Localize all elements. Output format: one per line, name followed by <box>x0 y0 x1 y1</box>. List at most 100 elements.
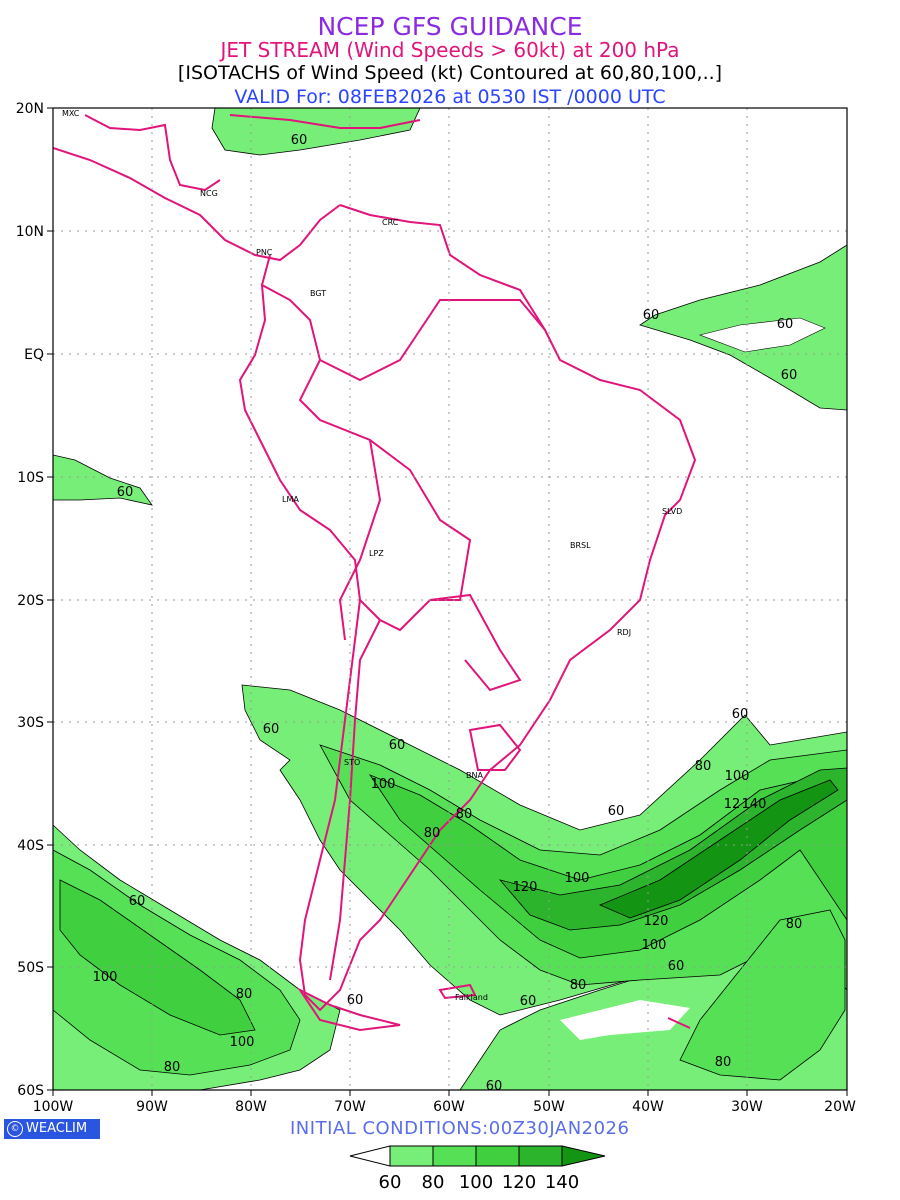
city-label-bgt: BGT <box>310 289 326 298</box>
city-label-lma: LMA <box>282 495 299 504</box>
valid-time: VALID For: 08FEB2026 at 0530 IST /0000 U… <box>234 86 666 108</box>
contour-label: 60 <box>777 317 794 332</box>
lat-label: EQ <box>24 347 44 363</box>
colorbar-label: 60 <box>379 1172 402 1193</box>
lat-label: 10S <box>17 470 44 486</box>
lat-label: 30S <box>17 715 44 731</box>
isotach-80-south-atlantic <box>679 909 846 1081</box>
city-label-ncg: NCG <box>200 189 218 198</box>
isotach-60-caribbean <box>211 108 421 156</box>
map-subtitle: JET STREAM (Wind Speeds > 60kt) at 200 h… <box>220 38 680 62</box>
contour-label: 60 <box>263 722 280 737</box>
city-label-lpz: LPZ <box>369 549 384 558</box>
isotach-60-pacific <box>53 454 153 506</box>
contour-label: 100 <box>642 938 667 953</box>
tierra-del-fuego <box>297 987 401 1032</box>
weaclim-logo: © WEACLIM <box>4 1119 100 1139</box>
city-label-mxc: MXC <box>62 109 80 118</box>
contour-label: 12 <box>724 797 741 812</box>
city-labels: MXC NCG CRC PNC BGT LMA LPZ BRSL SLVD RD… <box>62 109 682 1002</box>
isotach-100-south-pacific <box>59 879 256 1036</box>
lon-label: 70W <box>334 1099 366 1115</box>
lon-label: 40W <box>632 1099 664 1115</box>
contour-label: 120 <box>513 880 538 895</box>
map-frame <box>52 107 848 1091</box>
border-andes <box>261 284 382 641</box>
contour-label: 60 <box>668 959 685 974</box>
contour-label: 60 <box>389 738 406 753</box>
contour-label: 60 <box>732 707 749 722</box>
lon-label: 60W <box>433 1099 465 1115</box>
coast-mexico-gulf <box>84 114 221 192</box>
lat-label: 10N <box>16 224 44 240</box>
border-brazil <box>319 299 546 382</box>
contour-label: 60 <box>608 804 625 819</box>
contour-label: 100 <box>230 1035 255 1050</box>
city-label-sto: STO <box>344 758 360 767</box>
city-label-brsl: BRSL <box>570 541 591 550</box>
contour-label: 60 <box>486 1079 503 1094</box>
contour-labels: 60 60 60 60 60 60 60 60 80 100 12 140 60… <box>93 133 803 1094</box>
lon-label: 100W <box>33 1099 74 1115</box>
border-bolivia <box>359 439 472 632</box>
contour-label: 100 <box>371 777 396 792</box>
contour-label: 80 <box>164 1060 181 1075</box>
colorbar-label: 120 <box>502 1172 536 1193</box>
colorbar <box>349 1145 606 1167</box>
lon-label: 50W <box>533 1099 565 1115</box>
copyright-icon: © <box>7 1120 23 1137</box>
map-title: NCEP GFS GUIDANCE <box>317 12 583 41</box>
wind-shading <box>53 108 847 1090</box>
lat-label: 20S <box>17 593 44 609</box>
city-label-pnc: PNC <box>256 248 273 257</box>
border-paraguay <box>429 593 522 692</box>
colorbar-label: 100 <box>459 1172 493 1193</box>
contour-label: 60 <box>129 894 146 909</box>
isotach-140-core <box>598 779 839 919</box>
lat-label: 50S <box>17 960 44 976</box>
contour-label: 80 <box>786 917 803 932</box>
contour-label: 120 <box>644 914 669 929</box>
contour-label: 80 <box>424 826 441 841</box>
colorbar-label: 80 <box>422 1172 445 1193</box>
lat-labels: 20N 10N EQ 10S 20S 30S 40S 50S 60S <box>16 101 44 1099</box>
colorbar-labels: 60 80 100 120 140 <box>379 1172 580 1193</box>
contour-label: 60 <box>117 485 134 500</box>
colorbar-label: 140 <box>545 1172 579 1193</box>
contour-label: 80 <box>456 807 473 822</box>
lon-label: 30W <box>731 1099 763 1115</box>
contour-label: 60 <box>643 308 660 323</box>
lat-label: 40S <box>17 838 44 854</box>
contour-label: 80 <box>695 759 712 774</box>
contour-label: 80 <box>715 1055 732 1070</box>
contour-label: 100 <box>93 970 118 985</box>
logo-text: WEACLIM <box>26 1121 88 1136</box>
city-label-falkland: Falkland <box>455 993 488 1002</box>
axis-ticks <box>47 107 848 1096</box>
coast-central-america <box>53 147 341 262</box>
lon-label: 90W <box>136 1099 168 1115</box>
initial-conditions: INITIAL CONDITIONS:00Z30JAN2026 <box>290 1118 630 1139</box>
city-label-bna: BNA <box>466 771 483 780</box>
coast-south-america <box>238 204 697 1012</box>
border-uruguay <box>468 723 522 771</box>
isotach-100-main <box>368 769 847 959</box>
contour-label: 140 <box>742 797 767 812</box>
falklands <box>438 983 477 1000</box>
contour-label: 100 <box>565 871 590 886</box>
contour-label: 80 <box>570 978 587 993</box>
contour-label: 60 <box>291 133 308 148</box>
isotach-120-main <box>498 767 847 931</box>
contour-label: 100 <box>725 769 750 784</box>
contour-label: 60 <box>347 993 364 1008</box>
contour-label: 80 <box>236 987 253 1002</box>
lat-label: 20N <box>16 101 44 117</box>
south-georgia <box>667 1017 691 1029</box>
city-label-slvd: SLVD <box>662 507 682 516</box>
lon-label: 20W <box>824 1099 856 1115</box>
map-description: [ISOTACHS of Wind Speed (kt) Contoured a… <box>177 62 723 84</box>
city-label-rdj: RDJ <box>617 628 631 637</box>
coastlines <box>53 114 697 1032</box>
lon-label: 80W <box>235 1099 267 1115</box>
contour-label: 60 <box>520 994 537 1009</box>
